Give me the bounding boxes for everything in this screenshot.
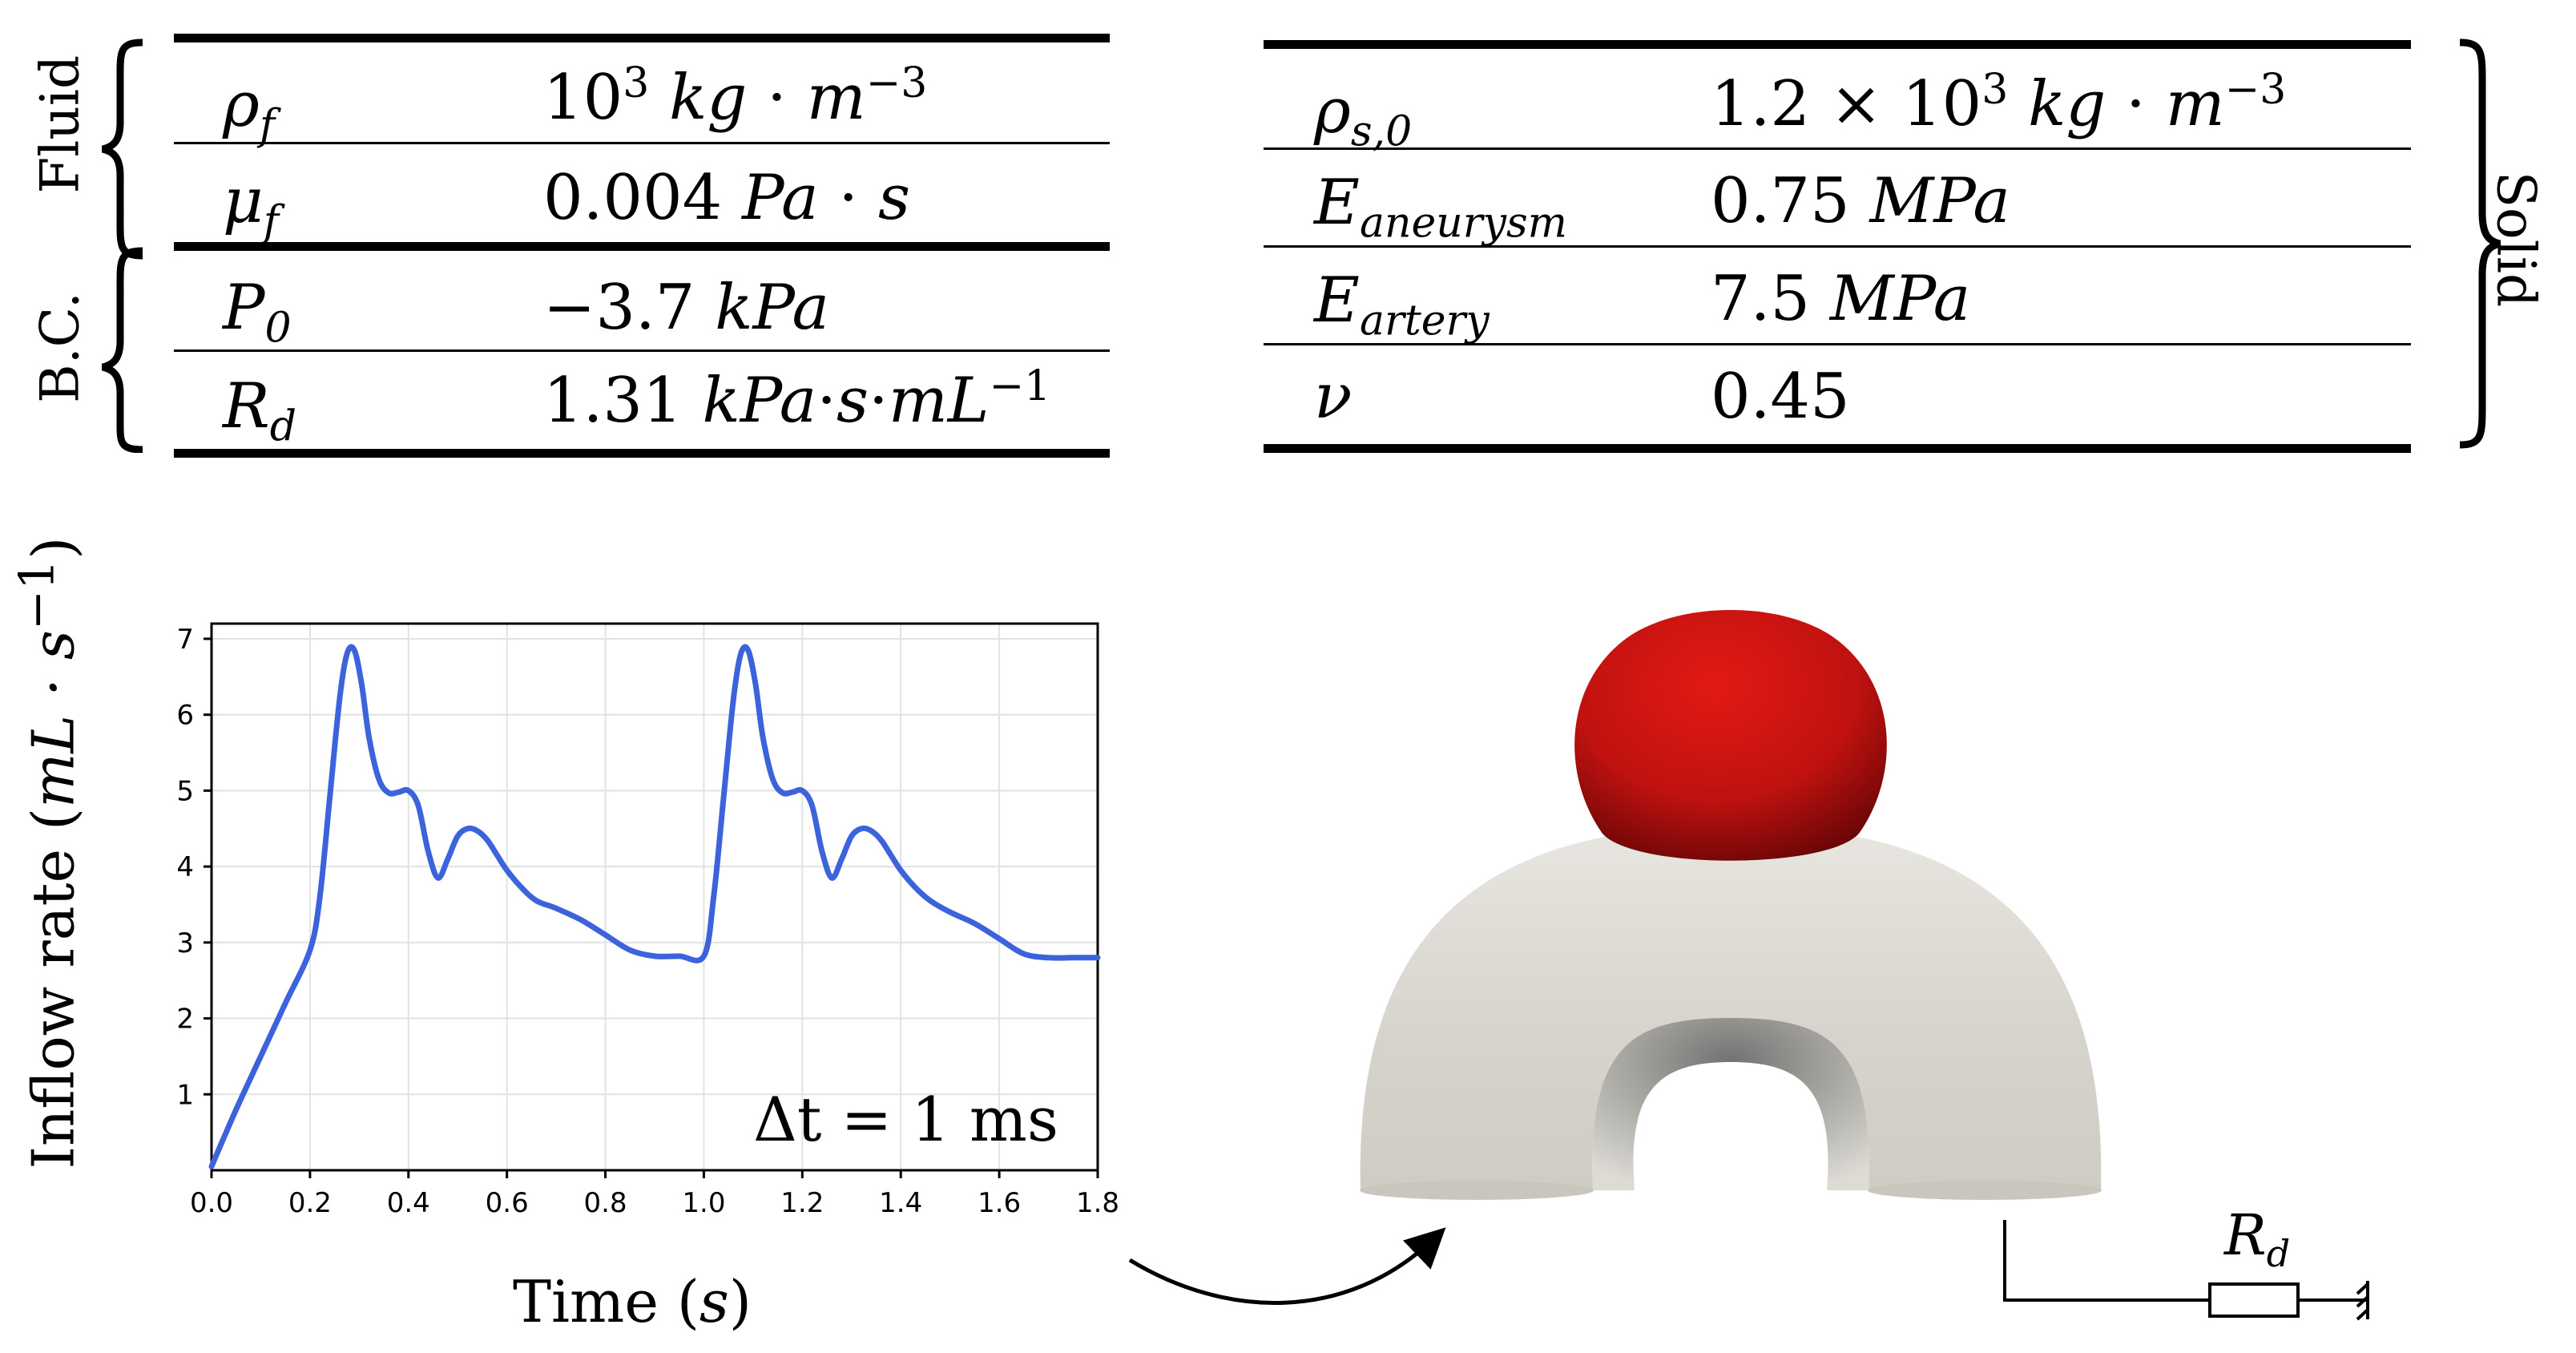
chart-x-ticks: 0.0 0.2 0.4 0.6 0.8 1.0 1.2 1.4 1.6 1.8 [190, 1170, 1119, 1219]
group-label-fluid: Fluid [29, 55, 91, 194]
table-top-rule [1264, 40, 2411, 49]
table-row-rule [1264, 147, 2411, 150]
y-tick-label: 7 [176, 624, 194, 656]
y-tick-label: 6 [176, 700, 194, 732]
x-tick-label: 1.4 [879, 1187, 922, 1219]
chart-x-axis-label: Time (s) [513, 1268, 752, 1335]
ground-hatch [2356, 1282, 2369, 1321]
solid-value-density: 1.2 × 103 kg · m−3 [1711, 66, 2287, 140]
table-bottom-rule [174, 449, 1110, 458]
x-tick-label: 1.2 [780, 1187, 824, 1219]
bc-symbol-pressure: P0 [223, 272, 292, 353]
fluid-value-density: 103 kg · m−3 [543, 59, 928, 134]
inflow-rate-chart: 0.0 0.2 0.4 0.6 0.8 1.0 1.2 1.4 1.6 1.8 1 2 3 4 5 6 7 [176, 622, 1119, 1219]
outlet-wire [2003, 1220, 2210, 1302]
solid-symbol-density: ρs,0 [1314, 75, 1413, 156]
y-tick-label: 5 [176, 775, 194, 807]
resistor-label: Rd [2224, 1202, 2291, 1275]
fluid-symbol-viscosity: μf [223, 165, 279, 246]
group-label-solid: Solid [2485, 171, 2547, 308]
artery-inner-shadow [1592, 1018, 1869, 1190]
group-braces-left [101, 38, 143, 453]
x-tick-label: 0.2 [288, 1187, 332, 1219]
bc-brace [101, 247, 143, 453]
y-tick-label: 4 [176, 851, 194, 883]
chart-annotation-timestep: Δt = 1 ms [753, 1084, 1059, 1155]
y-tick-label: 2 [176, 1004, 194, 1036]
solid-value-artery-modulus: 7.5 MPa [1711, 263, 1971, 335]
x-tick-label: 1.8 [1076, 1187, 1119, 1219]
x-tick-label: 1.0 [682, 1187, 725, 1219]
table-row-rule [1264, 245, 2411, 248]
x-tick-label: 0.0 [190, 1187, 233, 1219]
table-bottom-rule [1264, 444, 2411, 453]
group-label-bc: B.C. [29, 292, 91, 403]
table-mid-rule [174, 242, 1110, 251]
bc-value-resistance: 1.31 kPa·s·mL−1 [543, 362, 1051, 437]
solid-symbol-aneurysm-modulus: Eaneurysm [1314, 167, 1567, 248]
solid-value-aneurysm-modulus: 0.75 MPa [1711, 165, 2010, 237]
inflow-series-line [208, 644, 1101, 1169]
aneurysm-dome [1574, 610, 1887, 861]
chart-y-axis-label: Inflow rate (mL · s−1) [9, 536, 87, 1169]
x-tick-label: 0.6 [486, 1187, 529, 1219]
fluid-brace [101, 38, 143, 260]
table-row-rule [174, 349, 1110, 352]
solid-brace [2459, 38, 2501, 449]
y-tick-label: 3 [176, 927, 194, 959]
table-row-rule [174, 142, 1110, 144]
resistor-symbol [2208, 1282, 2300, 1318]
fluid-value-viscosity: 0.004 Pa · s [543, 162, 910, 234]
chart-frame [210, 622, 1099, 1172]
solid-value-poisson: 0.45 [1711, 361, 1850, 433]
x-tick-label: 0.4 [387, 1187, 430, 1219]
bc-value-pressure: −3.7 kPa [543, 272, 829, 344]
x-tick-label: 1.6 [978, 1187, 1021, 1219]
chart-y-ticks: 1 2 3 4 5 6 7 [176, 624, 212, 1111]
solid-symbol-poisson: ν [1314, 361, 1353, 433]
table-top-rule [174, 34, 1110, 42]
aneurysm-geometry [1360, 610, 2102, 1200]
artery-inlet [1360, 1181, 1594, 1200]
artery-outlet [1868, 1181, 2102, 1200]
y-tick-label: 1 [176, 1079, 194, 1111]
flow-arrow [1128, 1227, 1446, 1305]
solid-symbol-artery-modulus: Eartery [1314, 265, 1490, 345]
resistor-schematic [2003, 1220, 2369, 1321]
table-row-rule [1264, 343, 2411, 345]
bc-symbol-resistance: Rd [223, 370, 297, 451]
fluid-symbol-density: ρf [223, 69, 276, 150]
x-tick-label: 0.8 [584, 1187, 627, 1219]
artery-arch [1360, 826, 2102, 1190]
